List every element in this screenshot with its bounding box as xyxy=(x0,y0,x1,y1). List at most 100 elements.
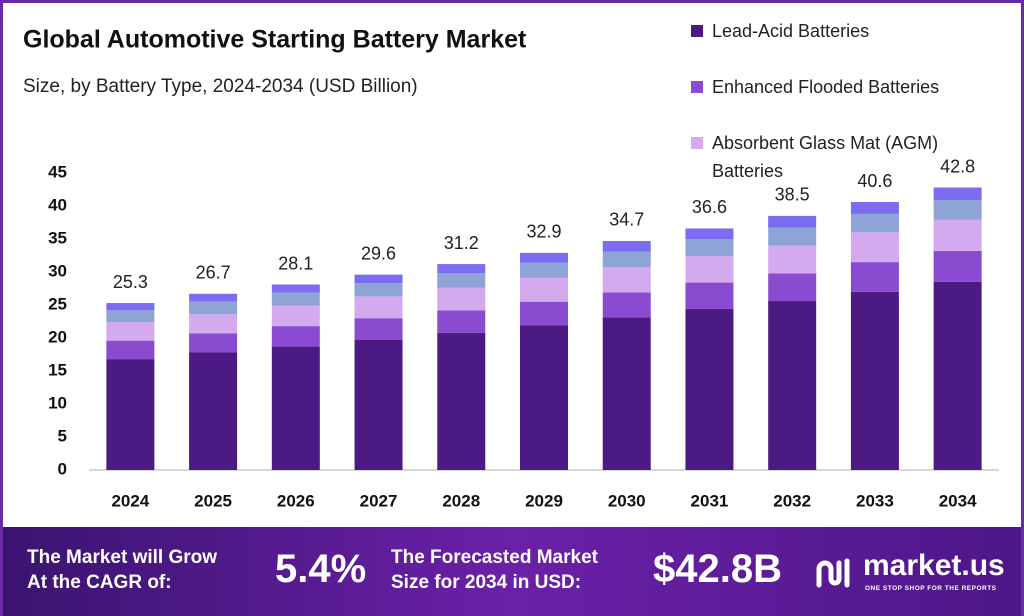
y-tick-label: 25 xyxy=(48,294,67,313)
cagr-label-line: At the CAGR of: xyxy=(27,572,172,593)
bar-segment xyxy=(933,200,982,220)
total-label: 40.6 xyxy=(857,171,892,191)
x-tick-label: 2025 xyxy=(194,491,232,510)
bar-segment xyxy=(768,301,817,470)
legend-swatch xyxy=(691,81,703,93)
total-label: 42.8 xyxy=(940,156,975,176)
bar-segment xyxy=(520,277,568,302)
bar-segment xyxy=(933,187,982,201)
bar-segment xyxy=(106,359,155,470)
bar-segment xyxy=(602,292,651,318)
bar-segment xyxy=(933,281,982,470)
bar-segment xyxy=(271,284,320,293)
chart: Global Automotive Starting Battery Marke… xyxy=(23,26,999,510)
chart-title: Global Automotive Starting Battery Marke… xyxy=(23,26,527,54)
x-tick-label: 2028 xyxy=(442,491,480,510)
bar-segment xyxy=(437,264,486,274)
y-tick-label: 35 xyxy=(48,228,67,247)
bar-segment xyxy=(768,245,817,274)
bar-segment xyxy=(602,251,651,268)
bar-segment xyxy=(354,296,403,319)
legend-swatch xyxy=(691,25,703,37)
brand-tagline: ONE STOP SHOP FOR THE REPORTS xyxy=(865,585,997,592)
bar-segment xyxy=(189,293,238,302)
bar-segment xyxy=(189,314,238,334)
legend-label: Lead-Acid Batteries xyxy=(712,21,870,41)
x-tick-label: 2029 xyxy=(525,491,563,510)
bar-segment xyxy=(106,340,155,360)
legend-item: Absorbent Glass Mat (AGM) Batteries xyxy=(691,129,991,185)
bar-segment xyxy=(850,202,899,214)
legend-swatch xyxy=(691,137,703,149)
bar-segment xyxy=(685,256,734,283)
bar-segment xyxy=(354,283,403,297)
total-label: 26.7 xyxy=(196,263,231,283)
bar-segment xyxy=(271,305,320,327)
bar-segment xyxy=(850,232,899,263)
x-tick-label: 2033 xyxy=(856,491,894,510)
y-tick-label: 15 xyxy=(48,360,67,379)
y-tick-label: 10 xyxy=(48,393,67,412)
bar-segment xyxy=(106,322,155,341)
total-label: 29.6 xyxy=(361,243,396,263)
legend-item: Enhanced Flooded Batteries xyxy=(691,73,991,101)
total-label: 28.1 xyxy=(278,253,313,273)
x-tick-label: 2031 xyxy=(691,491,729,510)
x-tick-label: 2026 xyxy=(277,491,315,510)
bar-segment xyxy=(520,301,568,326)
bar-segment xyxy=(520,262,568,278)
forecast-label-line: The Forecasted Market xyxy=(391,547,598,568)
bar-segment xyxy=(271,346,320,470)
bar-segment xyxy=(271,292,320,306)
bar-segment xyxy=(685,308,734,470)
y-tick-label: 5 xyxy=(58,426,67,445)
legend: Lead-Acid Batteries Enhanced Flooded Batt… xyxy=(691,17,991,213)
forecast-label: The Forecasted Market Size for 2034 in U… xyxy=(391,545,598,595)
bar-segment xyxy=(271,326,320,347)
bar-segment xyxy=(602,267,651,293)
footer: The Market will Grow At the CAGR of: 5.4… xyxy=(3,527,1021,616)
bar-segment xyxy=(354,274,403,284)
total-label: 38.5 xyxy=(775,185,810,205)
bar-segment xyxy=(437,273,486,288)
bar-segment xyxy=(106,303,155,311)
total-label: 32.9 xyxy=(526,222,561,242)
bar-segment xyxy=(189,333,238,353)
cagr-label-line: The Market will Grow xyxy=(27,547,218,568)
bar-segment xyxy=(602,317,651,470)
bar-segment xyxy=(685,239,734,257)
legend-item: Lead-Acid Batteries xyxy=(691,17,991,45)
bar-segment xyxy=(768,227,817,246)
bar-segment xyxy=(106,310,155,323)
y-tick-label: 0 xyxy=(58,459,67,478)
bar-segment xyxy=(850,213,899,233)
brand-logo xyxy=(816,558,850,588)
forecast-value: $42.8B xyxy=(653,547,782,591)
total-label: 34.7 xyxy=(609,210,644,230)
bar-segment xyxy=(933,250,982,282)
legend-label: Absorbent Glass Mat (AGM) Batteries xyxy=(712,133,939,181)
bar-segment xyxy=(685,228,734,239)
brand-name: market.us xyxy=(863,549,1005,582)
bar-segment xyxy=(933,219,982,251)
bar-segment xyxy=(520,325,568,470)
bar-segment xyxy=(437,310,486,333)
y-tick-label: 30 xyxy=(48,261,67,280)
bar-segment xyxy=(354,339,403,470)
total-label: 25.3 xyxy=(113,272,148,292)
forecast-label-line: Size for 2034 in USD: xyxy=(391,572,582,593)
bar-segment xyxy=(437,287,486,311)
total-label: 36.6 xyxy=(692,197,727,217)
cagr-label: The Market will Grow At the CAGR of: xyxy=(27,545,217,595)
bar-segment xyxy=(685,282,734,309)
bar-segment xyxy=(850,262,899,292)
chart-subtitle: Size, by Battery Type, 2024-2034 (USD Bi… xyxy=(23,76,418,97)
x-tick-label: 2030 xyxy=(608,491,646,510)
bar-segment xyxy=(850,291,899,470)
bar-segment xyxy=(768,215,817,228)
x-tick-label: 2032 xyxy=(773,491,811,510)
x-tick-label: 2024 xyxy=(111,491,149,510)
bar-segment xyxy=(189,301,238,315)
legend-label: Enhanced Flooded Batteries xyxy=(712,77,940,97)
